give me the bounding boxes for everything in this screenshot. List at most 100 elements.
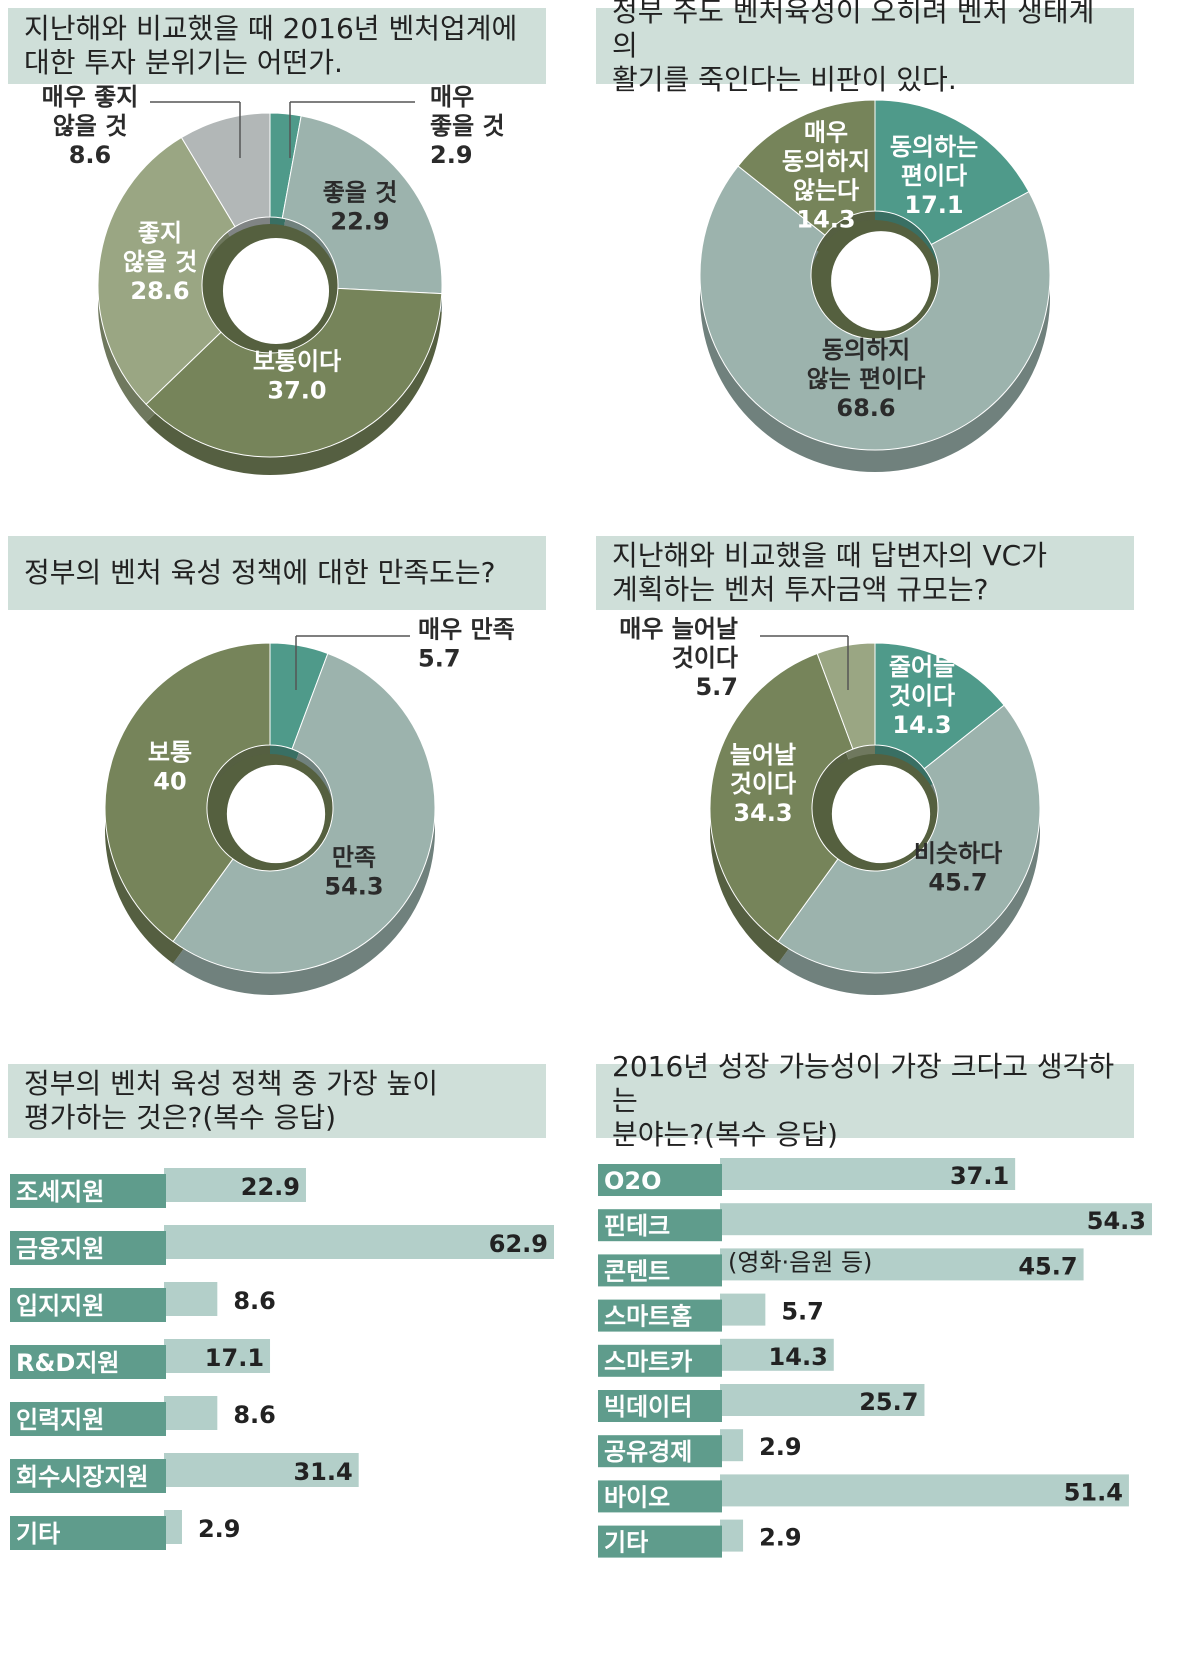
donut-slice-1 xyxy=(281,115,443,295)
bar-category-3: 스마트홈 xyxy=(604,1303,692,1331)
bar-0 xyxy=(164,1168,306,1202)
donut-2-slices xyxy=(699,99,1051,472)
bar-value-5: 25.7 xyxy=(859,1388,918,1416)
donut-hole xyxy=(226,764,326,864)
label-normal: 보통이다 37.0 xyxy=(253,348,341,405)
bar-4 xyxy=(164,1396,218,1430)
bar-label-bg-5 xyxy=(598,1390,722,1422)
bar-value-3: 5.7 xyxy=(781,1298,824,1326)
donut-slice-1 xyxy=(777,704,1041,974)
bar-category-8: 기타 xyxy=(604,1529,648,1557)
bar-label-bg-2 xyxy=(598,1254,722,1287)
bar-label-bg-4 xyxy=(10,1402,166,1436)
donut-slice-0 xyxy=(874,99,1030,246)
question-box-4: 지난해와 비교했을 때 답변자의 VC가 계획하는 벤처 투자금액 규모는? xyxy=(596,536,1134,610)
donut-1-slices xyxy=(97,112,443,475)
bar-category-3: R&D지원 xyxy=(16,1349,120,1377)
bar-6 xyxy=(720,1429,744,1462)
bar-category-6: 기타 xyxy=(16,1520,60,1548)
bar-category-2: 콘텐트 xyxy=(604,1257,670,1285)
bar-4 xyxy=(720,1338,834,1371)
label-similar: 비슷하다 45.7 xyxy=(914,840,1002,897)
donut-slice-3 xyxy=(816,642,876,750)
question-title-3: 정부의 벤처 육성 정책에 대한 만족도는? xyxy=(24,556,496,589)
bar-3 xyxy=(164,1339,271,1373)
question-box-3: 정부의 벤처 육성 정책에 대한 만족도는? xyxy=(8,536,546,610)
label-good: 좋을 것 22.9 xyxy=(323,179,398,236)
label-satisfied: 만족 54.3 xyxy=(324,844,383,901)
label-strong-increase: 매우 늘어날 것이다 5.7 xyxy=(619,615,738,701)
bar-2 xyxy=(720,1248,1084,1281)
donut-slice-2 xyxy=(104,642,271,943)
label-increase: 늘어날 것이다 34.3 xyxy=(730,741,796,827)
bar-value-0: 37.1 xyxy=(950,1162,1009,1190)
bar-category-0: O2O xyxy=(604,1167,662,1195)
bar-category-5: 회수시장지원 xyxy=(16,1463,148,1491)
donut-slice-2 xyxy=(709,652,854,943)
bar-6 xyxy=(164,1510,182,1544)
bar-category-5: 빅데이터 xyxy=(604,1393,692,1421)
question-box-6: 2016년 성장 가능성이 가장 크다고 생각하는 분야는?(복수 응답) xyxy=(596,1050,1134,1151)
label-agree: 동의하는 편이다 17.1 xyxy=(890,133,978,219)
donut-hole xyxy=(222,237,330,345)
question-title-4: 지난해와 비교했을 때 답변자의 VC가 계획하는 벤처 투자금액 규모는? xyxy=(612,539,1047,606)
label-not-good: 좋지 않을 것 28.6 xyxy=(123,219,198,305)
bar-label-bg-0 xyxy=(10,1174,166,1208)
question-title-2: 정부 주도 벤처육성이 오히려 벤처 생태계의 활기를 죽인다는 비판이 있다. xyxy=(612,0,1095,96)
bar-3 xyxy=(720,1293,766,1326)
bar-value-0: 22.9 xyxy=(241,1173,300,1201)
bar-category-7: 바이오 xyxy=(604,1483,670,1511)
bar-value-3: 17.1 xyxy=(205,1344,264,1372)
label-very-satisfied: 매우 만족 5.7 xyxy=(418,616,515,673)
bar-category-1: 핀테크 xyxy=(604,1212,670,1240)
bar-label-bg-1 xyxy=(598,1209,722,1242)
question-title-1: 지난해와 비교했을 때 2016년 벤처업계에 대한 투자 분위기는 어떤가. xyxy=(24,12,518,79)
donut-slice-0 xyxy=(874,642,1005,770)
bar-1 xyxy=(720,1203,1152,1236)
bar-annotation: (영화·음원 등) xyxy=(728,1248,872,1276)
bar-label-bg-4 xyxy=(598,1344,722,1377)
donut-slice-2 xyxy=(145,287,443,458)
donut-4-slices xyxy=(709,642,1041,995)
bar-value-4: 14.3 xyxy=(769,1343,828,1371)
bar-value-7: 51.4 xyxy=(1064,1478,1123,1506)
bar-value-1: 62.9 xyxy=(489,1230,548,1258)
question-title-6: 2016년 성장 가능성이 가장 크다고 생각하는 분야는?(복수 응답) xyxy=(612,1050,1115,1151)
bar-label-bg-6 xyxy=(598,1435,722,1468)
question-box-5: 정부의 벤처 육성 정책 중 가장 높이 평가하는 것은?(복수 응답) xyxy=(8,1064,546,1138)
donut-hole xyxy=(831,231,931,331)
bar-label-bg-1 xyxy=(10,1231,166,1265)
bar-category-1: 금융지원 xyxy=(16,1235,104,1263)
question-box-1: 지난해와 비교했을 때 2016년 벤처업계에 대한 투자 분위기는 어떤가. xyxy=(8,8,546,84)
bar-label-bg-8 xyxy=(598,1525,722,1558)
bar-value-4: 8.6 xyxy=(233,1401,276,1429)
bar-label-bg-3 xyxy=(10,1345,166,1379)
donut-slice-1 xyxy=(699,165,1051,451)
bar-5 xyxy=(164,1453,359,1487)
bar-category-4: 인력지원 xyxy=(16,1406,104,1434)
donut-slice-4 xyxy=(180,112,271,228)
bar-value-6: 2.9 xyxy=(759,1433,802,1461)
bar-chart-policy: 조세지원 22.9 금융지원 62.9 입지지원 8.6 R&D지원 17.1 인력지원 8.6 회… xyxy=(10,1168,554,1550)
label-disagree: 동의하지 않는 편이다 68.6 xyxy=(807,336,926,422)
bar-value-1: 54.3 xyxy=(1087,1207,1146,1235)
bar-label-bg-3 xyxy=(598,1299,722,1332)
bar-0 xyxy=(720,1158,1016,1190)
bar-category-4: 스마트카 xyxy=(604,1348,692,1376)
bar-category-0: 조세지원 xyxy=(16,1178,104,1206)
label-strongly-disagree: 매우 동의하지 않는다 14.3 xyxy=(782,119,870,234)
bar-category-6: 공유경제 xyxy=(604,1438,692,1466)
donut-slice-3 xyxy=(97,136,236,406)
bar-label-bg-0 xyxy=(598,1164,722,1196)
bar-value-5: 31.4 xyxy=(293,1458,352,1486)
donut-slice-1 xyxy=(172,652,436,974)
bar-value-6: 2.9 xyxy=(198,1515,241,1543)
bar-label-bg-6 xyxy=(10,1516,166,1550)
bar-5 xyxy=(720,1384,925,1416)
label-very-good: 매우 좋을 것 2.9 xyxy=(430,83,505,169)
bar-label-bg-5 xyxy=(10,1459,166,1493)
label-normal-d3: 보통 40 xyxy=(148,739,192,796)
bar-value-2: 8.6 xyxy=(233,1287,276,1315)
donut-3-slices xyxy=(104,642,436,995)
